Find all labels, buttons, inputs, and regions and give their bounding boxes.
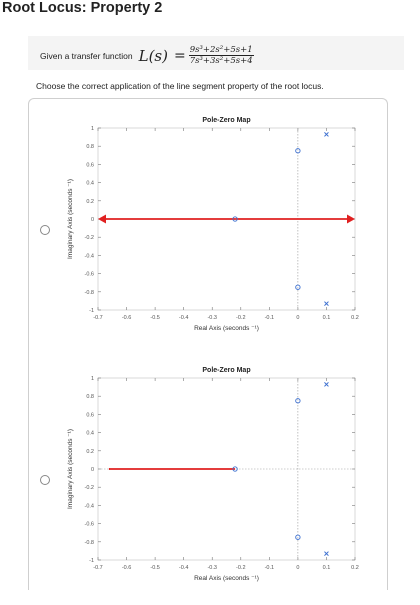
x-tick-label: 0.1 bbox=[323, 315, 331, 321]
pole-marker bbox=[324, 301, 329, 306]
pole-stroke bbox=[324, 382, 329, 387]
y-tick-label: -0.6 bbox=[85, 522, 94, 528]
root-locus-arrow bbox=[347, 214, 355, 224]
x-tick-label: 0.2 bbox=[351, 315, 359, 321]
y-axis-label: Imaginary Axis (seconds ⁻¹) bbox=[67, 179, 74, 259]
y-tick-label: 0.6 bbox=[86, 412, 94, 418]
x-tick-label: 0.1 bbox=[323, 565, 331, 571]
y-tick-label: -0.4 bbox=[85, 503, 94, 509]
option-2-radio[interactable] bbox=[40, 475, 50, 485]
transfer-function-name: L(s) bbox=[138, 46, 168, 65]
instruction-text: Choose the correct application of the li… bbox=[36, 81, 324, 91]
y-tick-label: -0.4 bbox=[85, 253, 94, 259]
option-2-pole-zero-map: -0.7 -0.6 -0.5 -0.4 -0.3 -0.2 -0.1 0 0.1 0.2 1 0.8 0… bbox=[0, 360, 420, 605]
x-tick-label: -0.1 bbox=[265, 315, 274, 321]
y-tick-label: -1 bbox=[89, 308, 94, 314]
equals-sign: = bbox=[173, 47, 186, 64]
y-tick-label: 0.6 bbox=[86, 162, 94, 168]
x-tick-label: -0.4 bbox=[179, 565, 188, 571]
x-axis-label: Real Axis (seconds ⁻¹) bbox=[194, 325, 259, 332]
y-tick-label: -0.2 bbox=[85, 235, 94, 241]
y-tick-label: 0.2 bbox=[86, 199, 94, 205]
option-1-radio[interactable] bbox=[40, 225, 50, 235]
pole-marker bbox=[324, 551, 329, 556]
x-tick-label: -0.3 bbox=[207, 315, 216, 321]
x-tick-label: -0.2 bbox=[236, 315, 245, 321]
pole-marker bbox=[324, 382, 329, 387]
x-tick-label: -0.4 bbox=[179, 315, 188, 321]
y-tick-label: 1 bbox=[91, 126, 94, 132]
pole-zero-map-svg: -0.7 -0.6 -0.5 -0.4 -0.3 -0.2 -0.1 0 0.1 0.2 1 0.8 0… bbox=[67, 117, 359, 332]
question-prompt: Given a transfer function L(s) = 9s³+2s²… bbox=[40, 45, 254, 66]
y-axis-label: Imaginary Axis (seconds ⁻¹) bbox=[67, 429, 74, 509]
zero-marker bbox=[232, 466, 238, 472]
x-tick-label: -0.1 bbox=[265, 565, 274, 571]
pole-stroke bbox=[324, 551, 329, 556]
pole-stroke bbox=[324, 132, 329, 137]
zero-marker bbox=[232, 216, 238, 222]
y-tick-label: -1 bbox=[89, 558, 94, 564]
answer-options bbox=[28, 98, 388, 590]
numerator: 9s³+2s²+5s+1 bbox=[188, 45, 254, 56]
chart-title: Pole-Zero Map bbox=[202, 367, 250, 374]
chart-title: Pole-Zero Map bbox=[202, 117, 250, 124]
denominator: 7s³+3s²+5s+4 bbox=[189, 56, 253, 66]
y-tick-label: -0.6 bbox=[85, 272, 94, 278]
x-axis-label: Real Axis (seconds ⁻¹) bbox=[194, 575, 259, 582]
x-tick-label: 0 bbox=[296, 315, 299, 321]
question-prompt-area bbox=[28, 36, 404, 70]
given-text: Given a transfer function bbox=[40, 50, 133, 61]
y-tick-label: 0 bbox=[91, 467, 94, 473]
x-tick-label: 0.2 bbox=[351, 565, 359, 571]
y-tick-label: 0.8 bbox=[86, 144, 94, 150]
y-tick-label: 0 bbox=[91, 217, 94, 223]
x-tick-label: -0.5 bbox=[150, 565, 159, 571]
y-tick-label: -0.2 bbox=[85, 485, 94, 491]
y-tick-label: 0.2 bbox=[86, 449, 94, 455]
zero-marker bbox=[295, 398, 301, 404]
y-tick-label: 0.4 bbox=[86, 181, 94, 187]
x-tick-label: -0.5 bbox=[150, 315, 159, 321]
y-tick-label: -0.8 bbox=[85, 290, 94, 296]
zero-marker bbox=[295, 534, 301, 540]
y-tick-label: 0.4 bbox=[86, 431, 94, 437]
root-locus-arrow bbox=[98, 214, 106, 224]
option-1-pole-zero-map: -0.7 -0.6 -0.5 -0.4 -0.3 -0.2 -0.1 0 0.1 0.2 1 0.8 0… bbox=[0, 110, 420, 355]
y-tick-label: 1 bbox=[91, 376, 94, 382]
pole-marker bbox=[324, 132, 329, 137]
y-tick-label: -0.8 bbox=[85, 540, 94, 546]
page-title: Root Locus: Property 2 bbox=[2, 0, 163, 16]
x-tick-label: -0.3 bbox=[207, 565, 216, 571]
x-tick-label: -0.7 bbox=[93, 315, 102, 321]
x-tick-label: -0.7 bbox=[93, 565, 102, 571]
pole-zero-map-svg: -0.7 -0.6 -0.5 -0.4 -0.3 -0.2 -0.1 0 0.1 0.2 1 0.8 0… bbox=[67, 367, 359, 582]
pole-stroke bbox=[324, 301, 329, 306]
x-tick-label: -0.2 bbox=[236, 565, 245, 571]
x-tick-label: -0.6 bbox=[122, 565, 131, 571]
y-tick-label: 0.8 bbox=[86, 394, 94, 400]
x-tick-label: -0.6 bbox=[122, 315, 131, 321]
zero-marker bbox=[295, 148, 301, 154]
transfer-function-fraction: 9s³+2s²+5s+1 7s³+3s²+5s+4 bbox=[188, 45, 254, 66]
x-tick-label: 0 bbox=[296, 565, 299, 571]
zero-marker bbox=[295, 284, 301, 290]
